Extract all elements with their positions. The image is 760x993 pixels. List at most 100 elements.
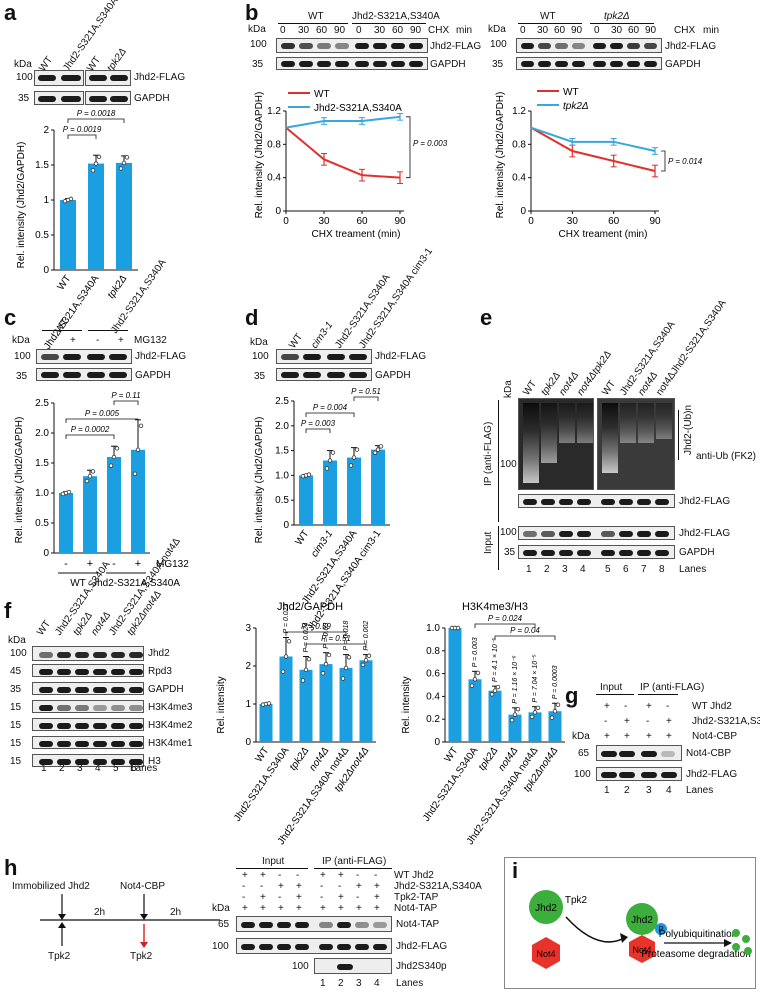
data-point [96,154,102,160]
kda-label: kDa [12,335,30,346]
sign-label: + [260,870,266,881]
bar [83,476,97,553]
lane-label: tpk2Δ [539,370,563,398]
bar [131,449,145,553]
p-value: P = 7.04 × 10⁻⁵ [532,654,539,702]
data-point [324,466,330,471]
panel-label-f: f [4,598,12,623]
chart-f1: Jhd2/GAPDH Rel. intensity 3210WTJhd2-S32… [216,601,376,847]
data-point [280,669,286,674]
band [93,686,107,693]
sign-label: + [624,731,630,742]
lane-label: WT [35,618,54,638]
sign-label: + [296,881,302,892]
bar [448,628,462,742]
antiub-label: anti-Ub (FK2) [696,451,757,462]
kda-label: kDa [572,731,590,742]
chart-title: Jhd2/GAPDH [277,601,343,613]
blot-jhd2-flag [34,70,84,86]
mechanism-diagram: Jhd2 Tpk2 Not4 Jhd2 P Not4 Polyubiquitin… [529,890,752,969]
lane-number: 4 [666,785,672,796]
blot-row [32,754,144,767]
series-line [530,126,656,152]
input-label: Input [483,531,494,554]
phosphate-text: P [658,925,663,934]
p-value: P = 0.022 [283,603,290,633]
panel-label-e: e [480,305,493,330]
y-tick-label: 3 [245,623,251,634]
sign-label: - [356,892,360,903]
data-point [363,658,369,663]
x-tick-label: 60 [356,216,368,227]
lane-number: 2 [624,785,630,796]
legend-label: WT [563,87,579,98]
p-value: P = 1.16 × 10⁻⁶ [512,655,519,703]
row-label-jhd2-flag: Jhd2-FLAG [135,351,187,362]
x-tick-label: 30 [567,216,579,227]
legend-label: Jhd2-S321A,S340A [314,103,402,114]
data-point [320,671,326,676]
band [93,758,107,765]
jhd2-text: Jhd2 [535,903,557,914]
p-value: P = 0.51 [351,387,381,396]
marker-35: 35 [504,547,516,558]
x-tick-label: 90 [394,216,406,227]
y-tick-label: 2.0 [35,428,49,439]
data-point [300,678,306,683]
sign-label: + [278,903,284,914]
data-point [327,458,333,463]
lane-number: 3 [646,785,652,796]
time-label: 90 [410,25,422,36]
blot-ub-left [518,398,594,490]
time-label: 90 [645,25,657,36]
mw-marker: 15 [10,720,22,731]
data-point [469,683,475,688]
y-tick-label: 0.5 [35,518,49,529]
band [75,758,89,765]
lanes-label: Lanes [396,978,424,989]
bar [299,669,313,742]
not4-hexagon [532,937,560,969]
blot-jhd2-flag [276,349,372,364]
time-label: 90 [334,25,346,36]
row-label-not4-tap: Not4-TAP [396,919,440,930]
sign-label: + [338,892,344,903]
data-point [90,168,96,173]
time-label: 30 [537,25,549,36]
row-label: Jhd2 [148,648,170,659]
lane-label: not4ΔJhd2-S321A,S340A [654,298,729,398]
mw-marker: 35 [10,684,22,695]
band [75,668,89,675]
band [57,704,71,711]
p-value: P = 0.003 [472,637,479,667]
lane-number: 1 [604,785,610,796]
blot-jhd2-flag [36,349,132,364]
not4-text: Not4 [632,945,651,955]
y-tick-label: 0.8 [426,646,440,657]
band [57,651,71,658]
p-value: P = 0.014 [668,157,703,166]
data-point [138,423,144,428]
blot-jhd2-flag [516,38,662,53]
bar [371,449,385,525]
time-label: 0 [356,25,362,36]
sign-label: - [112,558,116,570]
band [129,668,143,675]
data-point [283,654,289,659]
y-axis-label: Rel. intensity (Jhd2/GAPDH) [254,417,265,544]
data-point [360,662,366,668]
data-point [111,454,117,460]
series-line [285,126,401,179]
sign-label: + [296,903,302,914]
sign-label: + [356,881,362,892]
sign-label: + [374,903,380,914]
band [111,722,125,729]
x-tick-label: tpk2Δ [106,273,130,301]
band [129,722,143,729]
blot-jhd2-flag [236,938,392,954]
y-tick-label: 1.5 [35,160,49,171]
p-value: P = 0.005 [85,409,120,418]
p-value: P = 0.002 [363,621,370,651]
marker-100: 100 [490,39,507,50]
band [75,651,89,658]
